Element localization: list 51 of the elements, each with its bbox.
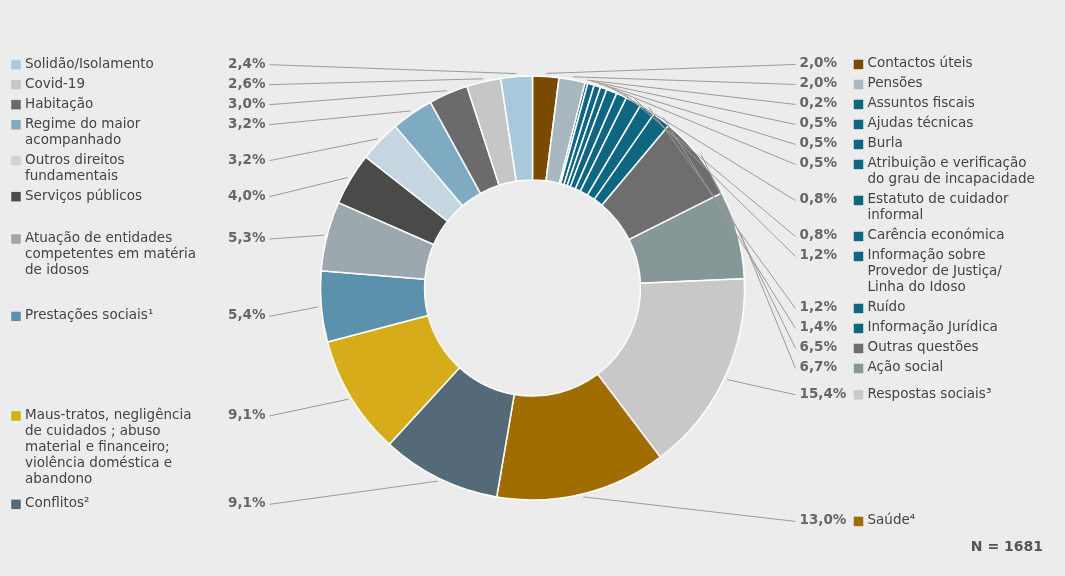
legend-label: Covid-19 [25, 74, 86, 91]
legend-label: Contactos úteis [867, 54, 973, 71]
legend-label: Serviços públicos [25, 186, 143, 203]
text: N = 1681 [970, 538, 1043, 554]
legend-label: Pensões [867, 74, 923, 91]
data-label: 0,5% [799, 154, 838, 171]
legend-label: Atribuição e verificação do grau de incapacidade [867, 154, 1035, 187]
data-label: 3,2% [228, 150, 266, 167]
data-label: 2,0% [799, 74, 838, 91]
legend-label: Ajudas técnicas [867, 114, 974, 131]
data-label: 5,4% [228, 306, 266, 323]
legend-label: Ação social [867, 358, 944, 375]
data-label: 1,4% [799, 318, 838, 335]
legend-label: Carência económica [867, 226, 1005, 243]
data-label: 9,1% [228, 405, 266, 422]
legend-label: Respostas sociais³ [867, 384, 992, 401]
data-label: 15,4% [799, 384, 847, 401]
legend-label: Outros direitos fundamentais [25, 150, 125, 183]
legend-label: Informação Jurídica [867, 318, 998, 335]
legend-label: Assuntos fiscais [867, 94, 975, 111]
data-label: 4,0% [228, 186, 266, 203]
legend-label: Solidão/Isolamento [25, 54, 154, 71]
legend-label: Prestações sociais¹ [25, 306, 154, 323]
legend-label: Outras questões [867, 338, 979, 355]
data-label: 13,0% [799, 511, 847, 528]
data-label: 3,0% [228, 94, 266, 111]
data-label: 5,3% [228, 229, 266, 246]
data-label: 6,7% [799, 358, 838, 375]
data-label: 2,6% [228, 74, 266, 91]
legend-label: Habitação [25, 94, 94, 111]
data-label: 6,5% [799, 338, 838, 355]
legend-label: Burla [867, 134, 903, 151]
data-label: 0,8% [799, 190, 838, 207]
legend-label: Saúde⁴ [867, 511, 916, 528]
data-label: 3,2% [228, 114, 266, 131]
data-label: 1,2% [799, 246, 838, 263]
data-label: 0,5% [799, 114, 838, 131]
data-label: 2,4% [228, 54, 266, 71]
legend-label: Conflitos² [25, 494, 90, 511]
legend-label: Informação sobre Provedor de Justiça/ Linha do Idoso [867, 246, 1003, 295]
legend-label: Regime do maior acompanhado [25, 114, 141, 147]
data-label: 0,8% [799, 226, 838, 243]
legend-label: Ruído [867, 298, 906, 315]
legend-label: Atuação de entidades competentes em matéria de idosos [25, 229, 197, 278]
legend-label: Estatuto de cuidador informal [867, 190, 1009, 223]
data-label: 9,1% [228, 494, 266, 511]
data-label: 0,2% [799, 94, 838, 111]
data-label: 0,5% [799, 134, 838, 151]
data-label: 1,2% [799, 298, 838, 315]
legend-label: Maus-tratos, negligência de cuidados ; abuso material e financeiro; violência doméstica e abandono [25, 405, 192, 486]
data-label: 2,0% [799, 54, 838, 71]
